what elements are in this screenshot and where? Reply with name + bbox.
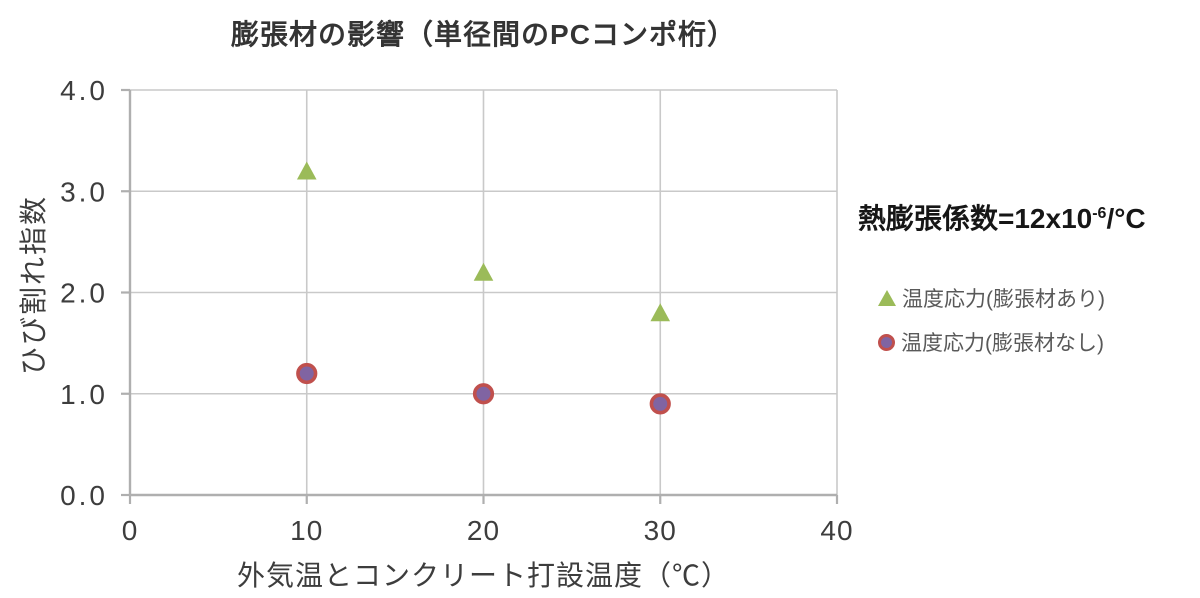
chart-title: 膨張材の影響（単径間のPCコンポ桁） bbox=[231, 19, 736, 50]
legend-label: 温度応力(膨張材あり) bbox=[902, 288, 1105, 311]
legend-label: 温度応力(膨張材なし) bbox=[901, 332, 1104, 355]
x-tick-label: 40 bbox=[820, 515, 853, 546]
thermal-expansion-annotation: 熱膨張係数=12x10-6/°C bbox=[858, 197, 1146, 237]
data-point-triangle bbox=[296, 161, 317, 180]
y-tick-label: 1.0 bbox=[60, 379, 108, 410]
data-point-circle bbox=[649, 393, 671, 415]
data-point-circle bbox=[472, 383, 495, 405]
y-tick-label: 2.0 bbox=[60, 278, 108, 309]
y-tick-label: 4.0 bbox=[60, 75, 108, 106]
y-tick-label: 3.0 bbox=[60, 176, 108, 207]
y-axis-title: ひび割れ指数 bbox=[18, 195, 49, 376]
legend: 温度応力(膨張材あり) 温度応力(膨張材なし) bbox=[878, 284, 1105, 372]
legend-item-no-expansive: 温度応力(膨張材なし) bbox=[878, 328, 1105, 356]
triangle-marker-icon bbox=[878, 290, 896, 306]
data-point-triangle bbox=[650, 303, 671, 322]
x-tick-label: 0 bbox=[122, 515, 139, 546]
y-tick-label: 0.0 bbox=[60, 480, 108, 511]
data-point-triangle bbox=[473, 262, 494, 281]
legend-item-expansive: 温度応力(膨張材あり) bbox=[878, 284, 1105, 312]
x-tick-label: 30 bbox=[644, 515, 677, 546]
data-point-circle bbox=[296, 362, 318, 385]
annotation-suffix: /°C bbox=[1106, 203, 1146, 234]
annotation-superscript: -6 bbox=[1092, 205, 1107, 222]
x-tick-label: 20 bbox=[467, 515, 500, 546]
x-axis-title: 外気温とコンクリート打設温度（℃） bbox=[236, 560, 730, 591]
circle-marker-icon bbox=[878, 333, 895, 351]
x-tick-label: 10 bbox=[290, 515, 323, 546]
annotation-prefix: 熱膨張係数=12x10 bbox=[858, 203, 1093, 234]
